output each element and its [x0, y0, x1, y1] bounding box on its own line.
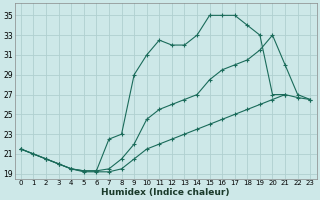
X-axis label: Humidex (Indice chaleur): Humidex (Indice chaleur)	[101, 188, 230, 197]
